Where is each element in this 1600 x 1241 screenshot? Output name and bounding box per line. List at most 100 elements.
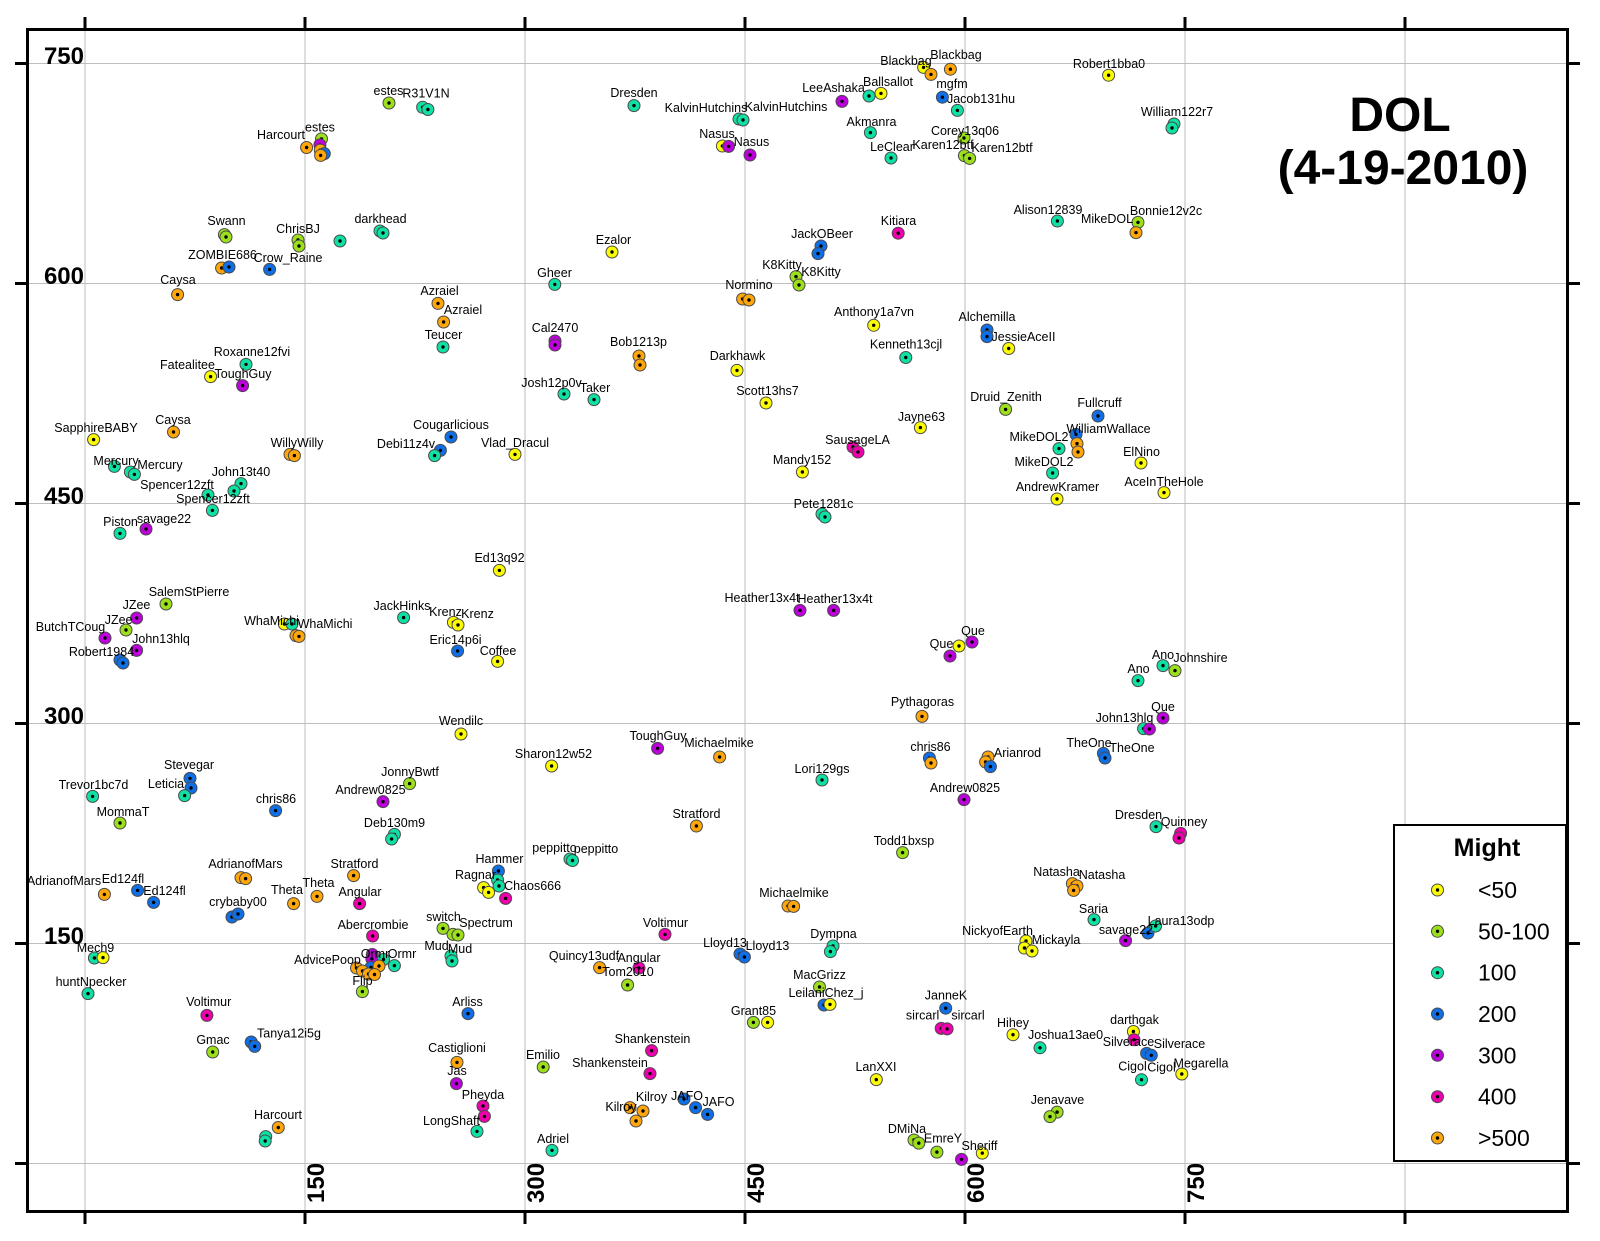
svg-text:switch: switch [426,910,461,924]
svg-text:Dresden: Dresden [1115,808,1162,822]
svg-text:Ormr: Ormr [361,947,389,961]
svg-text:Cougarlicious: Cougarlicious [413,418,489,432]
svg-text:MacGrizz: MacGrizz [793,968,846,982]
svg-text:Tom2010: Tom2010 [602,965,653,979]
svg-text:Natasha: Natasha [1033,865,1080,879]
svg-text:Leticia: Leticia [148,777,184,791]
svg-text:John13hlq: John13hlq [1096,711,1154,725]
svg-text:Angular: Angular [338,885,381,899]
svg-text:Hammer: Hammer [476,852,524,866]
svg-text:Josh12p0v: Josh12p0v [521,376,582,390]
svg-text:Robert1bba0: Robert1bba0 [1073,57,1145,71]
svg-text:Arianrod: Arianrod [994,746,1041,760]
svg-text:Trevor1bc7d: Trevor1bc7d [59,778,129,792]
svg-text:LeClear: LeClear [870,140,914,154]
svg-text:Piston: Piston [103,515,138,529]
svg-text:Coffee: Coffee [480,644,517,658]
svg-text:Que: Que [1151,700,1175,714]
svg-text:150: 150 [44,923,84,950]
svg-text:Druid_Zenith: Druid_Zenith [970,390,1042,404]
svg-text:SausageLA: SausageLA [825,433,890,447]
svg-text:MikeDOL2: MikeDOL2 [1014,455,1073,469]
svg-text:Harcourt: Harcourt [257,128,305,142]
svg-text:600: 600 [963,1163,990,1203]
svg-text:TheOne: TheOne [1066,736,1111,750]
svg-text:Alison12839: Alison12839 [1014,203,1083,217]
svg-text:>500: >500 [1478,1125,1530,1151]
svg-text:Normino: Normino [725,278,772,292]
svg-text:Quincy13udf: Quincy13udf [549,949,620,963]
svg-text:Lloyd13: Lloyd13 [746,939,790,953]
svg-text:Voltimur: Voltimur [186,995,231,1009]
svg-text:EmreY: EmreY [924,1132,963,1146]
svg-text:Karen12btf: Karen12btf [912,138,974,152]
svg-text:Adriel: Adriel [537,1132,569,1146]
svg-text:Jenavave: Jenavave [1031,1093,1085,1107]
svg-text:Krenz: Krenz [429,605,462,619]
svg-text:Ed124fl: Ed124fl [102,872,144,886]
svg-text:huntNpecker: huntNpecker [56,975,127,989]
svg-text:Akmanra: Akmanra [846,115,896,129]
svg-text:darthgak: darthgak [1110,1013,1159,1027]
svg-text:300: 300 [1478,1042,1516,1068]
svg-text:Kenneth13cjl: Kenneth13cjl [870,338,942,352]
svg-text:K8Kitty: K8Kitty [801,265,841,279]
svg-text:K8Kitty: K8Kitty [762,258,802,272]
svg-text:Silverace: Silverace [1154,1037,1205,1051]
svg-text:Dympna: Dympna [810,927,857,941]
svg-text:450: 450 [743,1163,770,1203]
svg-text:Mandy152: Mandy152 [773,453,831,467]
svg-text:JZee: JZee [105,613,133,627]
svg-text:Debi11z4v: Debi11z4v [377,437,436,451]
svg-text:Andrew0825: Andrew0825 [930,781,1000,795]
svg-text:Tanya12i5g: Tanya12i5g [257,1027,321,1041]
svg-text:Deb130m9: Deb130m9 [364,816,425,830]
svg-text:Teucer: Teucer [425,328,463,342]
svg-text:Flip: Flip [352,974,372,988]
svg-text:Michaelmike: Michaelmike [684,736,754,750]
svg-text:Joshua13ae0: Joshua13ae0 [1028,1028,1103,1042]
svg-text:Crow_Raine: Crow_Raine [254,251,323,265]
svg-text:Arliss: Arliss [452,995,483,1009]
svg-text:Ano: Ano [1127,662,1149,676]
svg-text:Might: Might [1454,834,1521,862]
svg-text:Castiglioni: Castiglioni [428,1041,486,1055]
svg-text:Nasus: Nasus [699,127,734,141]
svg-text:Grant85: Grant85 [731,1004,776,1018]
svg-text:WillyWilly: WillyWilly [271,436,325,450]
svg-text:Ed124fl: Ed124fl [143,884,185,898]
svg-text:AceInTheHole: AceInTheHole [1124,475,1203,489]
svg-text:Saria: Saria [1079,902,1108,916]
svg-text:Krenz: Krenz [461,607,494,621]
svg-text:100: 100 [1478,960,1516,986]
svg-text:Fatealitee: Fatealitee [160,358,215,372]
svg-text:Angular: Angular [617,951,660,965]
svg-text:peppitto: peppitto [532,841,577,855]
svg-text:Heather13x4t: Heather13x4t [724,591,800,605]
svg-text:Azraiel: Azraiel [420,284,458,298]
svg-text:WhaMichi: WhaMichi [244,614,299,628]
svg-text:ElNino: ElNino [1123,445,1160,459]
svg-text:Kilroy: Kilroy [636,1090,668,1104]
svg-text:Cigol: Cigol [1118,1059,1147,1073]
svg-text:estes: estes [305,121,335,135]
svg-text:AdvicePoop: AdvicePoop [294,953,361,967]
svg-text:Pete1281c: Pete1281c [794,497,854,511]
svg-text:SapphireBABY: SapphireBABY [54,421,138,435]
svg-text:Mercury: Mercury [137,458,183,472]
svg-text:Karen12btf: Karen12btf [971,141,1033,155]
svg-text:(4-19-2010): (4-19-2010) [1278,142,1529,195]
svg-text:LeilaniChez_j: LeilaniChez_j [788,986,863,1000]
svg-text:Mickayla: Mickayla [1032,933,1081,947]
svg-text:Stratford: Stratford [673,807,721,821]
svg-text:Chaos666: Chaos666 [504,879,561,893]
svg-text:Que: Que [961,624,985,638]
svg-text:Lori129gs: Lori129gs [795,762,850,776]
svg-text:John13hlq: John13hlq [132,632,190,646]
svg-text:300: 300 [44,703,84,730]
svg-text:Nasus: Nasus [734,135,769,149]
svg-text:Jayne63: Jayne63 [898,410,945,424]
svg-text:KalvinHutchins: KalvinHutchins [745,100,828,114]
svg-text:AndrewKramer: AndrewKramer [1016,480,1099,494]
svg-text:Caysa: Caysa [160,273,195,287]
